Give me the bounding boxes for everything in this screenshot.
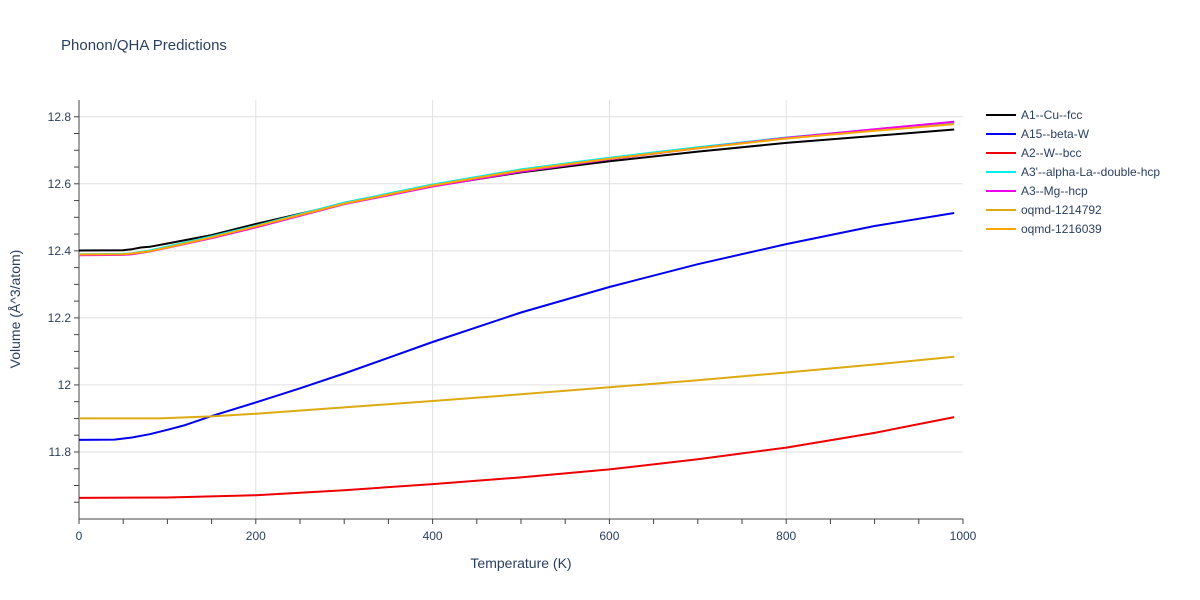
y-tick-label: 12.6 [48,177,72,191]
y-tick-label: 12 [58,378,72,392]
y-tick-label: 11.8 [49,445,72,459]
x-tick-label: 800 [776,529,796,543]
legend-label: oqmd-1216039 [1021,222,1102,236]
legend-label: A2--W--bcc [1021,146,1081,160]
legend-item[interactable]: A15--beta-W [986,127,1090,141]
legend-item[interactable]: oqmd-1216039 [986,222,1102,236]
grid [79,100,963,519]
series-line [78,212,955,441]
series-line [79,355,955,420]
series-line [78,128,955,252]
y-tick-label: 12.8 [48,110,72,124]
chart-title: Phonon/QHA Predictions [61,37,227,54]
x-tick-label: 1000 [950,529,977,543]
x-axis-title: Temperature (K) [470,555,571,571]
y-axis-title: Volume (Å^3/atom) [7,250,23,369]
axes [74,100,964,524]
x-tick-label: 0 [76,529,83,543]
y-tick-label: 12.4 [48,244,72,258]
legend-item[interactable]: A2--W--bcc [986,146,1081,160]
series-line [78,123,955,256]
y-tick-label: 12.2 [48,311,72,325]
x-tick-label: 200 [246,529,266,543]
series-line [78,416,955,499]
legend-label: A1--Cu--fcc [1021,108,1082,122]
legend-label: A3'--alpha-La--double-hcp [1021,165,1160,179]
x-tick-label: 600 [599,529,619,543]
legend[interactable]: A1--Cu--fcc A15--beta-W A2--W--bcc A3'--alp… [986,108,1160,236]
legend-item[interactable]: oqmd-1214792 [986,203,1102,217]
plot-area [78,120,955,499]
legend-item[interactable]: A3'--alpha-La--double-hcp [986,165,1160,179]
tick-labels: 0 200 400 600 800 1000 11.8 12 12.2 12.4 12.6 12.8 [48,110,977,543]
legend-item[interactable]: A1--Cu--fcc [986,108,1082,122]
legend-label: A15--beta-W [1021,127,1090,141]
x-tick-label: 400 [423,529,443,543]
legend-label: A3--Mg--hcp [1021,184,1088,198]
legend-item[interactable]: A3--Mg--hcp [986,184,1088,198]
legend-label: oqmd-1214792 [1021,203,1102,217]
